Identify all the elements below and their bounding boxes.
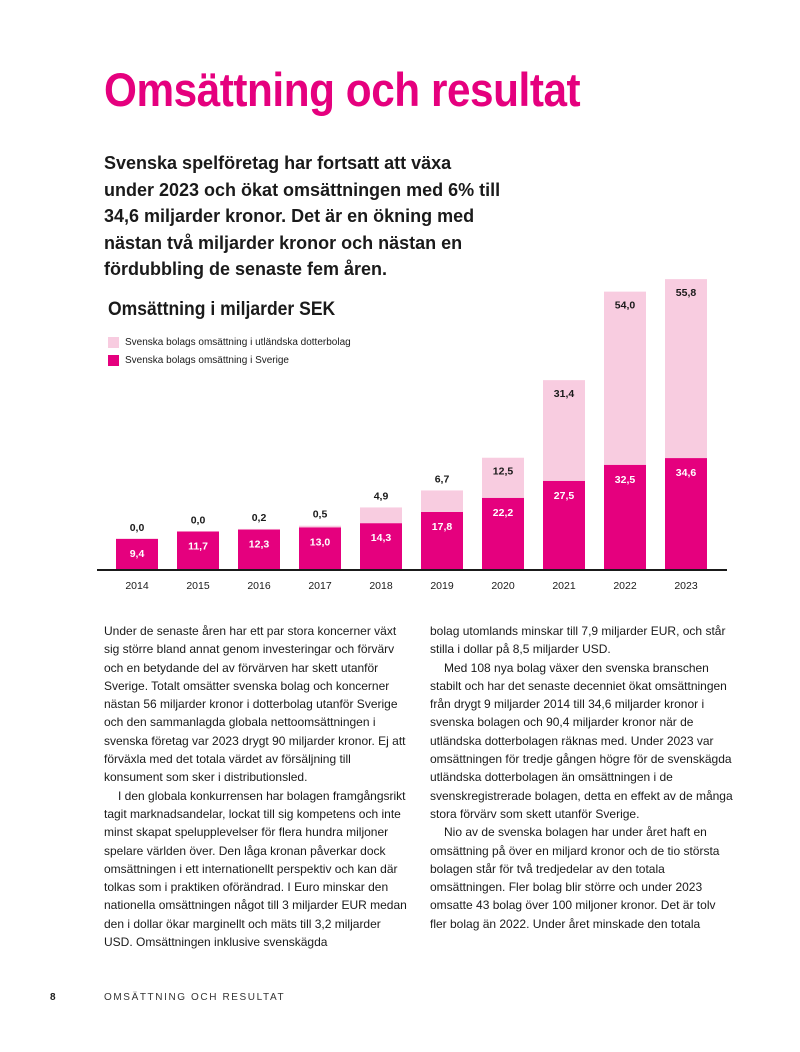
bar-foreign-2019 (421, 490, 463, 512)
data-label-foreign-2017: 0,5 (313, 509, 328, 521)
bar-foreign-2021 (543, 380, 585, 481)
bar-sweden-2018 (360, 523, 402, 569)
page-title: Omsättning och resultat (104, 63, 581, 116)
data-label-foreign-2022: 54,0 (615, 300, 636, 312)
x-tick-label-2016: 2016 (247, 580, 271, 592)
legend-swatch-sweden (108, 354, 119, 366)
legend-swatch-foreign (108, 336, 119, 348)
data-label-foreign-2019: 6,7 (435, 473, 450, 485)
chart-title: Omsättning i miljarder SEK (108, 298, 336, 320)
page-footer: 8 OMSÄTTNING OCH RESULTAT (50, 992, 285, 1003)
bar-sweden-2014 (116, 538, 158, 569)
page-number: 8 (50, 992, 56, 1003)
bar-foreign-2022 (604, 291, 646, 465)
chart-legend: Svenska bolags omsättning i utländska do… (108, 333, 351, 369)
x-tick-label-2019: 2019 (430, 580, 454, 592)
bar-chart: 9,4 0,0 2014 11,7 0,0 2015 12,3 0,2 2016 13,0 0,5 2… (97, 279, 727, 592)
bar-sweden-2019 (421, 511, 463, 569)
data-label-sweden-2015: 11,7 (188, 540, 208, 552)
data-label-sweden-2020: 22,2 (493, 507, 514, 519)
bar-foreign-2016 (238, 528, 280, 530)
bar-sweden-2017 (299, 527, 341, 569)
data-label-foreign-2014: 0,0 (130, 522, 145, 534)
running-head: OMSÄTTNING OCH RESULTAT (104, 992, 286, 1003)
legend-item-sweden: Svenska bolags omsättning i Sverige (108, 351, 351, 369)
data-label-foreign-2020: 12,5 (493, 466, 514, 478)
data-label-sweden-2016: 12,3 (249, 539, 270, 551)
body-paragraph: bolag utomlands minskar till 7,9 miljard… (430, 624, 726, 657)
legend-item-foreign: Svenska bolags omsättning i utländska do… (108, 333, 351, 351)
data-label-sweden-2021: 27,5 (554, 490, 575, 502)
bar-foreign-2017 (299, 525, 341, 528)
x-tick-label-2018: 2018 (369, 580, 393, 592)
body-paragraph: Med 108 nya bolag växer den svenska bran… (430, 660, 733, 821)
data-label-foreign-2018: 4,9 (374, 490, 389, 502)
body-column-left: Under de senaste åren har ett par stora … (104, 622, 409, 951)
lead-paragraph: Svenska spelföretag har fortsatt att väx… (104, 153, 501, 279)
body-paragraph: Nio av de svenska bolagen har under året… (430, 825, 720, 931)
x-tick-label-2014: 2014 (125, 580, 149, 592)
bar-sweden-2020 (482, 497, 524, 569)
x-tick-label-2020: 2020 (491, 580, 515, 592)
bar-foreign-2018 (360, 507, 402, 524)
data-label-sweden-2019: 17,8 (432, 521, 453, 533)
x-tick-label-2021: 2021 (552, 580, 576, 592)
bar-sweden-2016 (238, 529, 280, 569)
bar-foreign-2023 (665, 279, 707, 459)
body-paragraph: I den globala konkurrensen har bolagen f… (104, 788, 407, 950)
data-label-foreign-2015: 0,0 (191, 514, 206, 526)
bar-sweden-2015 (177, 531, 219, 569)
x-tick-label-2022: 2022 (613, 580, 637, 592)
data-label-sweden-2014: 9,4 (130, 548, 145, 560)
bar-foreign-2020 (482, 457, 524, 498)
data-label-sweden-2023: 34,6 (676, 467, 697, 479)
data-label-foreign-2021: 31,4 (554, 388, 575, 400)
data-label-foreign-2023: 55,8 (676, 287, 697, 299)
legend-label-foreign: Svenska bolags omsättning i utländska do… (125, 336, 351, 348)
bar-sweden-2021 (543, 480, 585, 569)
data-label-sweden-2022: 32,5 (615, 474, 636, 486)
x-tick-label-2017: 2017 (308, 580, 332, 592)
body-paragraph: Under de senaste åren har ett par stora … (104, 624, 406, 785)
bar-sweden-2022 (604, 464, 646, 569)
data-label-sweden-2017: 13,0 (310, 536, 331, 548)
legend-label-sweden: Svenska bolags omsättning i Sverige (125, 354, 289, 366)
x-tick-label-2015: 2015 (186, 580, 210, 592)
x-tick-label-2023: 2023 (674, 580, 698, 592)
body-column-right: bolag utomlands minskar till 7,9 miljard… (430, 622, 735, 933)
bar-sweden-2023 (665, 458, 707, 569)
data-label-sweden-2018: 14,3 (371, 532, 392, 544)
data-label-foreign-2016: 0,2 (252, 512, 267, 524)
